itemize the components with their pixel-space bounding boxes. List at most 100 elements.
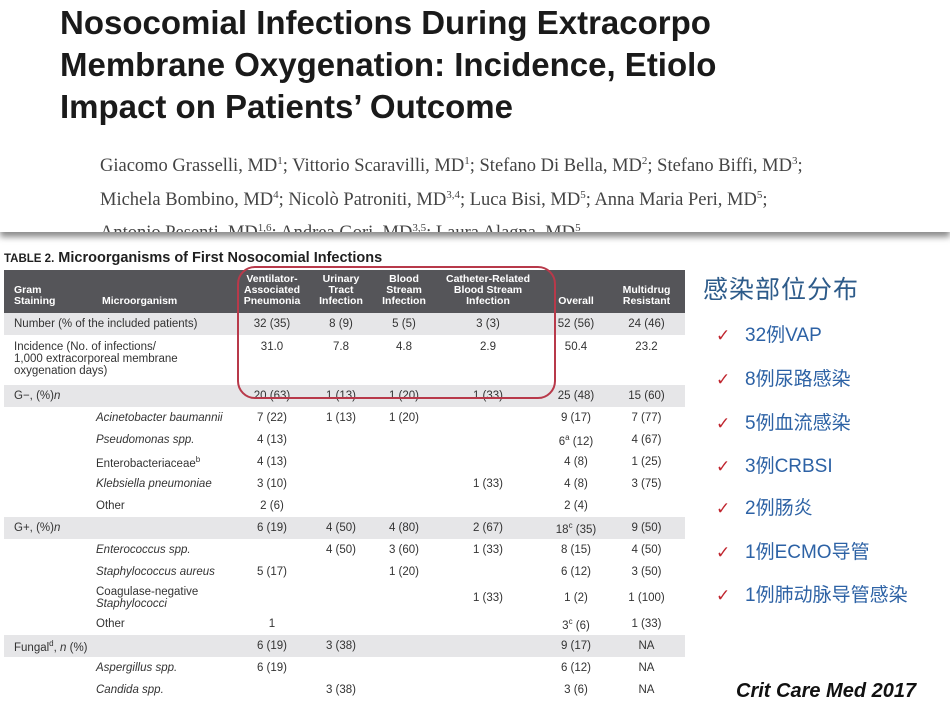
table-cell <box>432 495 544 517</box>
table-cell: 24 (46) <box>608 313 685 335</box>
table-cell <box>4 613 92 635</box>
table-cell <box>432 635 544 657</box>
table-cell: G+, (%)n <box>4 517 92 539</box>
table-row: Pseudomonas spp. 4 (13) 6a (12) 4 (67) <box>4 429 685 451</box>
author-name: ; Stefano Biffi, MD <box>647 156 792 177</box>
affiliation-marker: 4 <box>273 188 279 201</box>
table-cell: 1 (20) <box>388 566 420 578</box>
table-cell <box>306 561 376 583</box>
author-name: Giacomo Grasselli, MD <box>100 156 278 177</box>
table-cell: 6 (12) <box>560 662 592 674</box>
table-cell: 3 (38) <box>306 635 376 657</box>
author-name: ; Stefano Di Bella, MD <box>469 156 642 177</box>
table-cell: 3 (6) <box>564 684 588 696</box>
table-row: Enterococcus spp. 4 (50) 3 (60) 1 (33) 8 (15… <box>4 539 685 561</box>
table-cell: 20 (63) <box>238 385 306 407</box>
table-cell: 1 (33) <box>432 385 544 407</box>
table-cell: 1 (33) <box>472 478 504 490</box>
table-cell <box>306 429 376 451</box>
table-cell: 1 (33) <box>631 618 662 630</box>
column-header: Overall <box>544 270 608 313</box>
table-cell: 7.8 <box>333 341 349 353</box>
table-cell: 3 (3) <box>432 313 544 335</box>
article-title-line: Impact on Patients’ Outcome <box>60 88 513 125</box>
table-cell: Staphylococcus aureus <box>96 566 215 578</box>
affiliation-marker: 5 <box>580 188 586 201</box>
table-cell: G−, (%)n <box>4 385 92 407</box>
table-cell: Enterobacteriaceaeb <box>96 455 201 470</box>
table-cell: 2 (4) <box>564 500 588 512</box>
table-cell <box>306 657 376 679</box>
infection-site-item: ✓ 32例VAP <box>716 320 822 347</box>
table-number: TABLE 2. <box>4 253 55 265</box>
table-cell <box>4 657 92 679</box>
citation: Crit Care Med 2017 <box>736 680 917 702</box>
table-cell <box>238 539 306 561</box>
table-cell <box>92 635 238 657</box>
table-row: Fungald, n (%) 6 (19) 3 (38) 9 (17) NA <box>4 635 685 657</box>
article-header: Nosocomial Infections During Extracorpo … <box>0 0 950 232</box>
table-cell: 31.0 <box>260 341 284 353</box>
sidebar-title: 感染部位分布 <box>703 276 860 304</box>
table-cell: Incidence (No. of infections/ 1,000 extr… <box>14 341 178 377</box>
table-cell: 7 (22) <box>256 412 288 424</box>
table-cell: 1 (33) <box>472 592 504 604</box>
affiliation-marker: 2 <box>641 155 648 167</box>
table-cell: Aspergillus spp. <box>96 662 178 674</box>
table-cell <box>432 407 544 429</box>
table-title: Microorganisms of First Nosocomial Infec… <box>58 250 383 266</box>
table-cell: 1 (13) <box>306 385 376 407</box>
table-cell: Enterococcus spp. <box>96 544 191 556</box>
column-header: Ventilator- Associated Pneumonia <box>238 270 306 313</box>
table-cell <box>376 583 432 613</box>
check-icon: ✓ <box>716 586 731 605</box>
table-cell: 25 (48) <box>544 385 608 407</box>
table-cell <box>432 657 544 679</box>
table-cell <box>306 613 376 635</box>
table-cell <box>432 451 544 473</box>
table-cell: Coagulase-negative Staphylococci <box>96 586 199 610</box>
table-cell: 4.8 <box>396 341 412 353</box>
table-cell <box>4 561 92 583</box>
table-row: Incidence (No. of infections/ 1,000 extr… <box>4 335 685 385</box>
table-cell: 1 <box>268 618 276 630</box>
infection-site-item: ✓ 8例尿路感染 <box>716 364 851 391</box>
author-name: Michela Bombino, MD <box>100 189 274 210</box>
table-cell: Acinetobacter baumannii <box>96 412 223 424</box>
table-cell <box>4 429 92 451</box>
table-cell <box>376 635 432 657</box>
table-cell: 2 (67) <box>432 517 544 539</box>
table-cell: 52 (56) <box>544 313 608 335</box>
table-row: G−, (%)n 20 (63) 1 (13) 1 (20) 1 (33) 25 (48)… <box>4 385 685 407</box>
table-cell <box>376 451 432 473</box>
table-row: Klebsiella pneumoniae 3 (10) 1 (33) 4 (8) 3 … <box>4 473 685 495</box>
table-cell: NA <box>608 635 685 657</box>
table-cell: Candida spp. <box>96 684 164 696</box>
column-header: Catheter-Related Blood Stream Infection <box>432 270 544 313</box>
check-icon: ✓ <box>716 326 731 345</box>
table-cell <box>4 407 92 429</box>
table-cell: Other <box>96 618 125 630</box>
table-cell: 9 (50) <box>608 517 685 539</box>
table-cell: 15 (60) <box>608 385 685 407</box>
check-icon: ✓ <box>716 457 731 476</box>
author-line: Antonio Pesenti, MD1,6; Andrea Gori, MD3… <box>100 214 803 232</box>
table-cell <box>4 495 92 517</box>
table-cell <box>306 451 376 473</box>
table-cell <box>376 473 432 495</box>
table-cell <box>376 657 432 679</box>
table-cell: 6 (12) <box>560 566 592 578</box>
table-cell: 1 (20) <box>376 385 432 407</box>
column-header: Microorganism <box>92 270 238 313</box>
author-name: ; Anna Maria Peri, MD <box>585 189 757 210</box>
table-cell: 5 (17) <box>256 566 288 578</box>
table-row: Number (% of the included patients) 32 (3… <box>4 313 685 335</box>
check-icon: ✓ <box>716 543 731 562</box>
infection-site-label: 8例尿路感染 <box>745 369 851 390</box>
author-name: ; Luca Bisi, MD <box>459 189 581 210</box>
table-row: G+, (%)n 6 (19) 4 (50) 4 (80) 2 (67) 18c (35)… <box>4 517 685 539</box>
table-cell <box>238 583 306 613</box>
table-cell: 4 (50) <box>631 544 662 556</box>
author-name: ; Nicolò Patroniti, MD <box>278 189 447 210</box>
table-cell <box>4 539 92 561</box>
